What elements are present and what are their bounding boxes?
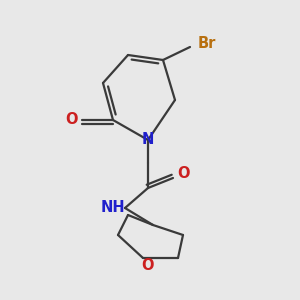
Text: O: O: [142, 257, 154, 272]
Text: N: N: [142, 133, 154, 148]
Text: O: O: [177, 166, 189, 181]
Text: Br: Br: [198, 37, 216, 52]
Text: O: O: [66, 112, 78, 128]
Text: NH: NH: [101, 200, 125, 215]
